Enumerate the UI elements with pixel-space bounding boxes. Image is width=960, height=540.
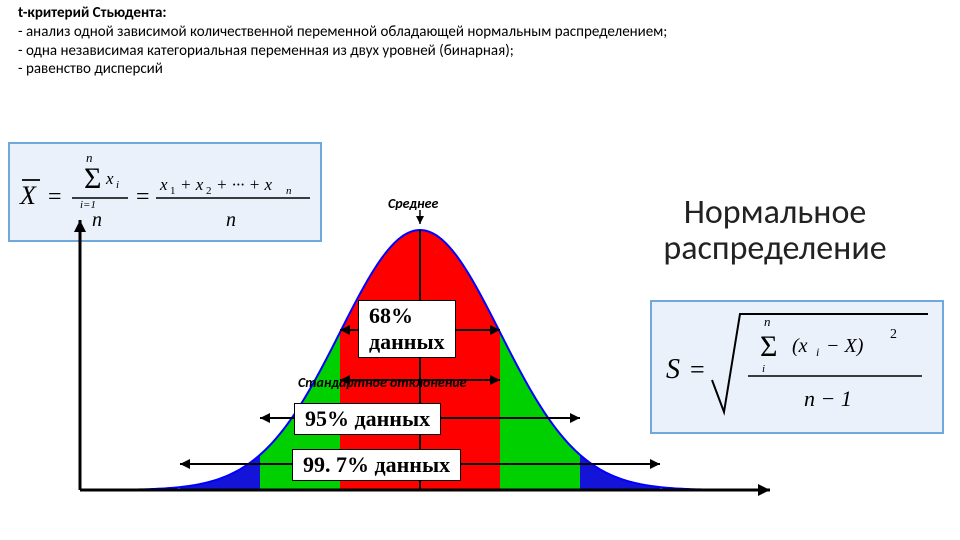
svg-text:Σ: Σ	[84, 162, 101, 195]
header-item-2: - равенство дисперсий	[18, 60, 667, 79]
svg-text:n: n	[286, 185, 292, 197]
svg-text:x: x	[159, 175, 168, 194]
svg-text:x: x	[105, 169, 114, 188]
p68-label: 68%данных	[358, 300, 456, 358]
svg-text:+ x: + x	[180, 175, 204, 194]
stddev-label: Стандартное отклонение	[298, 374, 467, 391]
svg-text:n − 1: n − 1	[804, 386, 852, 411]
svg-text:2: 2	[206, 185, 212, 197]
svg-text:i: i	[816, 345, 819, 359]
svg-text:=: =	[136, 184, 150, 210]
svg-text:X: X	[19, 181, 37, 210]
svg-text:i: i	[116, 179, 119, 191]
p95-label: 95% данных	[294, 403, 441, 435]
header-item-0: - анализ одной зависимой количественной …	[18, 23, 667, 42]
svg-text:1: 1	[170, 185, 176, 197]
header-item-1: - одна независимая категориальная переме…	[18, 42, 667, 61]
svg-text:+ ··· + x: + ··· + x	[216, 175, 272, 194]
mean-label: Среднее	[388, 195, 438, 212]
svg-text:(x: (x	[792, 335, 808, 357]
p997-label: 99. 7% данных	[292, 449, 461, 481]
header-title: t-критерий Стьюдента:	[18, 4, 667, 23]
svg-text:=: =	[48, 184, 62, 210]
svg-text:2: 2	[890, 327, 897, 342]
svg-text:− X): − X)	[826, 335, 864, 357]
header-block: t-критерий Стьюдента: - анализ одной зав…	[18, 4, 667, 79]
